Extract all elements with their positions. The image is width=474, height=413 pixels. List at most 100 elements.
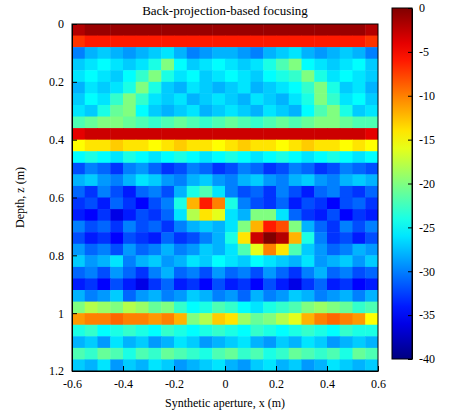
- heatmap-cell: [187, 163, 200, 175]
- heatmap-cell: [365, 128, 378, 140]
- heatmap-cell: [340, 278, 353, 290]
- tick: 0.4: [320, 366, 335, 391]
- heatmap-cell: [263, 128, 276, 140]
- tick-label: -30: [419, 265, 435, 279]
- heatmap-cell: [353, 117, 366, 129]
- heatmap-cell: [161, 348, 174, 360]
- heatmap-cell: [72, 255, 85, 267]
- heatmap-cell: [187, 255, 200, 267]
- heatmap-cell: [289, 105, 302, 117]
- tick-label: 0.4: [320, 377, 335, 391]
- heatmap-cell: [289, 209, 302, 221]
- heatmap-cell: [136, 244, 149, 256]
- heatmap-cell: [225, 93, 238, 105]
- heatmap-cell: [85, 93, 98, 105]
- heatmap-cell: [136, 174, 149, 186]
- heatmap-cell: [200, 82, 213, 94]
- tick: -0.2: [165, 366, 184, 391]
- heatmap-cell: [187, 93, 200, 105]
- heatmap-cell: [276, 93, 289, 105]
- heatmap-cell: [110, 313, 123, 325]
- heatmap-cell: [212, 198, 225, 210]
- heatmap-cell: [110, 93, 123, 105]
- heatmap-cell: [327, 82, 340, 94]
- heatmap-cell: [149, 24, 162, 36]
- heatmap-cell: [174, 267, 187, 279]
- heatmap-cell: [238, 163, 251, 175]
- heatmap-cell: [302, 325, 315, 337]
- heatmap-cell: [200, 93, 213, 105]
- tick: 0.2: [269, 366, 284, 391]
- heatmap-cell: [225, 70, 238, 82]
- heatmap-cell: [98, 302, 111, 314]
- heatmap-cell: [85, 336, 98, 348]
- heatmap-cell: [353, 163, 366, 175]
- heatmap-cell: [327, 348, 340, 360]
- heatmap-cell: [136, 128, 149, 140]
- heatmap-cell: [149, 105, 162, 117]
- heatmap-cell: [314, 59, 327, 71]
- heatmap-cell: [174, 82, 187, 94]
- heatmap-cell: [72, 140, 85, 152]
- heatmap-cell: [212, 128, 225, 140]
- heatmap-cell: [251, 174, 264, 186]
- heatmap-cell: [85, 221, 98, 233]
- heatmap-cell: [365, 163, 378, 175]
- heatmap-cell: [327, 163, 340, 175]
- y-axis: 00.20.40.60.811.2: [49, 17, 77, 378]
- heatmap-cell: [174, 93, 187, 105]
- tick-mark: [408, 140, 412, 141]
- heatmap-cell: [302, 278, 315, 290]
- heatmap-cell: [174, 302, 187, 314]
- heatmap-cell: [314, 186, 327, 198]
- heatmap-cell: [289, 232, 302, 244]
- heatmap-cell: [302, 244, 315, 256]
- heatmap-cell: [353, 348, 366, 360]
- heatmap-cell: [365, 151, 378, 163]
- tick-label: 0.2: [49, 75, 64, 89]
- heatmap-cell: [161, 255, 174, 267]
- heatmap-cell: [276, 128, 289, 140]
- heatmap-cell: [72, 24, 85, 36]
- heatmap-cell: [314, 198, 327, 210]
- heatmap-cell: [289, 255, 302, 267]
- heatmap-cell: [72, 93, 85, 105]
- heatmap-cell: [72, 302, 85, 314]
- heatmap-cell: [302, 348, 315, 360]
- heatmap-cell: [353, 24, 366, 36]
- heatmap-cell: [187, 36, 200, 48]
- heatmap-cell: [276, 359, 289, 371]
- heatmap-cell: [289, 151, 302, 163]
- tick-label: -40: [419, 352, 435, 366]
- heatmap-cell: [123, 128, 136, 140]
- heatmap-cell: [200, 348, 213, 360]
- heatmap-cell: [263, 232, 276, 244]
- tick-label: 0.4: [49, 133, 64, 147]
- heatmap-cell: [251, 198, 264, 210]
- heatmap-cell: [251, 36, 264, 48]
- heatmap-cell: [212, 221, 225, 233]
- heatmap-cell: [187, 151, 200, 163]
- heatmap-cell: [85, 174, 98, 186]
- heatmap-cell: [365, 24, 378, 36]
- heatmap-cell: [149, 232, 162, 244]
- heatmap-cell: [327, 325, 340, 337]
- heatmap-cell: [225, 163, 238, 175]
- heatmap-cell: [149, 209, 162, 221]
- heatmap-cell: [251, 278, 264, 290]
- heatmap-cell: [251, 232, 264, 244]
- heatmap-cell: [314, 93, 327, 105]
- heatmap-cell: [365, 336, 378, 348]
- heatmap-cell: [314, 267, 327, 279]
- heatmap-cell: [110, 244, 123, 256]
- heatmap-cell: [123, 278, 136, 290]
- heatmap-cell: [263, 174, 276, 186]
- heatmap-cell: [212, 209, 225, 221]
- heatmap-cell: [238, 278, 251, 290]
- heatmap-cell: [314, 82, 327, 94]
- heatmap-cell: [365, 209, 378, 221]
- heatmap-cell: [149, 348, 162, 360]
- heatmap-cell: [123, 82, 136, 94]
- heatmap-cell: [212, 151, 225, 163]
- heatmap-cell: [161, 325, 174, 337]
